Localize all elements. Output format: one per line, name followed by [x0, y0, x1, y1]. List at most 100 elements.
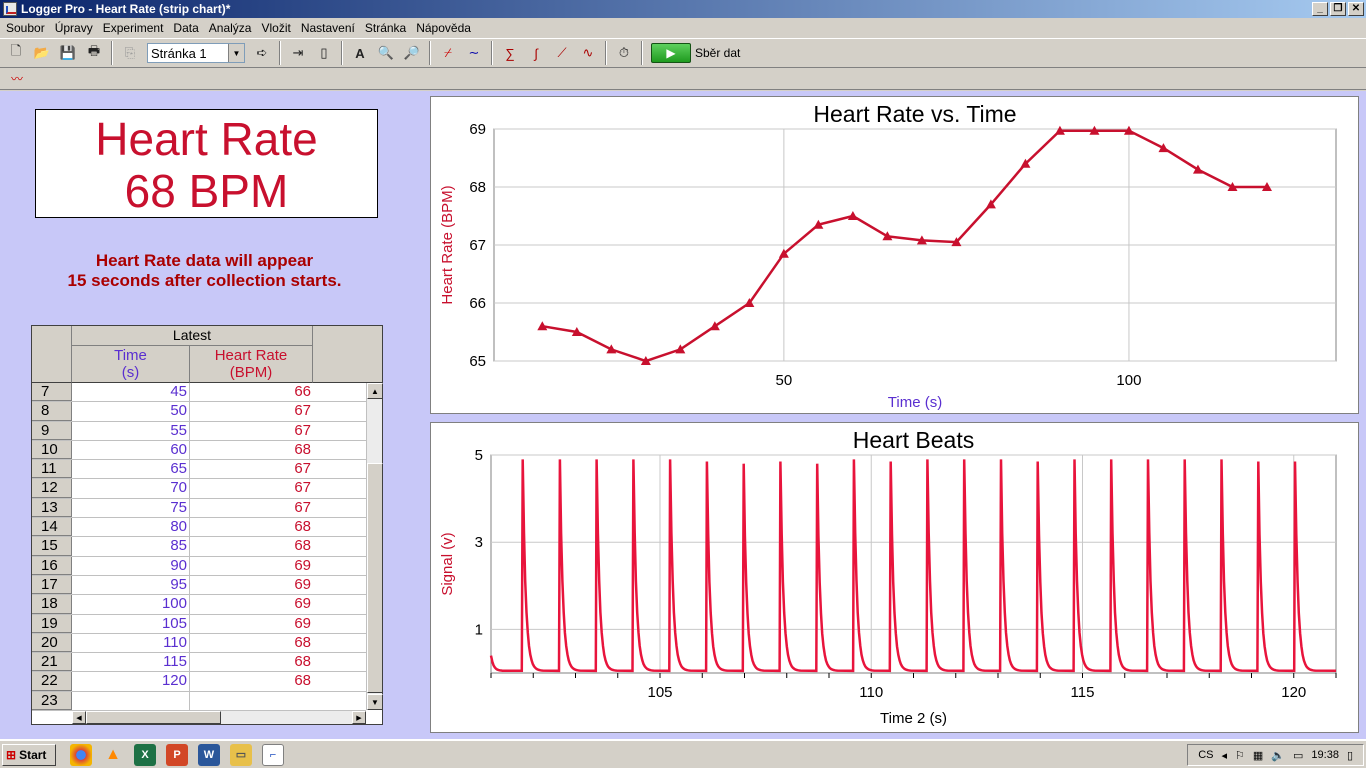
table-row[interactable]: 11 65 67: [32, 460, 366, 480]
cell-time[interactable]: 120: [72, 672, 190, 691]
table-row[interactable]: 8 50 67: [32, 402, 366, 422]
collect-button[interactable]: ▶ Sběr dat: [651, 43, 740, 63]
curve-fit-icon[interactable]: ∿: [582, 45, 594, 60]
menu-data[interactable]: Data: [173, 21, 199, 35]
scroll-left-icon[interactable]: ◀: [72, 711, 86, 724]
start-button[interactable]: ⊞ Start: [2, 743, 56, 766]
heart-rate-graph[interactable]: 50 100 65 66 67 68 69 Heart Rate vs. Time Time (…: [430, 96, 1359, 414]
clock[interactable]: 19:38: [1311, 749, 1339, 761]
cell-heart-rate[interactable]: [190, 692, 313, 710]
explorer-icon[interactable]: ▭: [230, 743, 252, 766]
data-collection-settings-icon[interactable]: ⏱: [618, 45, 630, 60]
cell-heart-rate[interactable]: 68: [294, 518, 311, 536]
cell-time[interactable]: 55: [72, 421, 190, 440]
zoom-out-icon[interactable]: 🔎: [403, 45, 421, 60]
linear-fit-icon[interactable]: ⟋: [557, 45, 567, 60]
table-row[interactable]: 19 105 69: [32, 614, 366, 634]
cell-time[interactable]: 45: [72, 383, 190, 402]
cell-heart-rate[interactable]: 68: [294, 653, 311, 671]
cell-heart-rate[interactable]: 68: [294, 672, 311, 690]
table-row[interactable]: 12 70 67: [32, 479, 366, 499]
cell-time[interactable]: 105: [72, 614, 190, 633]
display-icon[interactable]: ▭: [1293, 749, 1304, 762]
cell-heart-rate[interactable]: 67: [294, 498, 311, 516]
scroll-right-icon[interactable]: ▶: [352, 711, 366, 724]
menu-analyza[interactable]: Analýza: [208, 21, 252, 35]
minimize-icon[interactable]: _: [1312, 2, 1328, 16]
show-desktop-icon[interactable]: ▯: [1346, 749, 1353, 762]
cell-heart-rate[interactable]: 68: [294, 440, 311, 458]
vertical-scroll-thumb[interactable]: [367, 463, 383, 693]
heart-rate-meter[interactable]: Heart Rate 68 BPM: [35, 109, 378, 218]
cell-time[interactable]: 75: [72, 498, 190, 518]
meter-icon[interactable]: ▯: [320, 45, 328, 60]
cell-time[interactable]: 100: [72, 595, 190, 614]
table-group-header[interactable]: Latest: [72, 326, 313, 346]
tangent-icon[interactable]: ∼: [468, 45, 480, 60]
flag-icon[interactable]: ⚐: [1235, 749, 1245, 762]
table-row[interactable]: 16 90 69: [32, 556, 366, 576]
cell-heart-rate[interactable]: 69: [294, 575, 311, 593]
powerpoint-icon[interactable]: P: [166, 743, 188, 766]
menu-nastaveni[interactable]: Nastavení: [300, 21, 355, 35]
logger-pro-task-icon[interactable]: ⌐: [262, 743, 284, 766]
cell-heart-rate[interactable]: 69: [294, 556, 311, 574]
cell-time[interactable]: 110: [72, 633, 190, 653]
cell-time[interactable]: 95: [72, 575, 190, 595]
data-table[interactable]: Latest Time (s) Heart Rate (BPM) 7 45 66 8 5…: [31, 325, 383, 725]
menu-stranka[interactable]: Stránka: [364, 21, 407, 35]
horizontal-scroll-thumb[interactable]: [86, 711, 221, 724]
table-row[interactable]: 14 80 68: [32, 518, 366, 538]
new-file-icon[interactable]: 🗋: [10, 43, 22, 58]
vertical-scrollbar[interactable]: ▲ ▼: [366, 383, 383, 710]
cell-time[interactable]: 65: [72, 460, 190, 479]
table-row[interactable]: 7 45 66: [32, 383, 366, 403]
language-indicator[interactable]: CS: [1198, 749, 1214, 761]
cell-time[interactable]: 115: [72, 653, 190, 672]
menu-napoveda[interactable]: Nápověda: [416, 21, 471, 35]
table-row[interactable]: 15 85 68: [32, 537, 366, 557]
network-icon[interactable]: ▦: [1252, 749, 1264, 762]
cell-time[interactable]: 80: [72, 518, 190, 537]
heart-beats-graph[interactable]: 105 110 115 120 1 3 5 Heart Beats Time 2 (s) Sign…: [430, 422, 1359, 733]
column-header-heart-rate[interactable]: Heart Rate (BPM): [190, 346, 313, 383]
menu-experiment[interactable]: Experiment: [102, 21, 164, 35]
excel-icon[interactable]: X: [134, 743, 156, 766]
table-row[interactable]: 10 60 68: [32, 440, 366, 461]
restore-icon[interactable]: ❐: [1330, 2, 1346, 16]
autoscale-icon[interactable]: A: [355, 45, 365, 61]
cell-heart-rate[interactable]: 67: [294, 460, 311, 478]
menu-vlozit[interactable]: Vložit: [261, 21, 291, 35]
cell-time[interactable]: [72, 691, 190, 711]
cell-time[interactable]: 90: [72, 556, 190, 575]
save-icon[interactable]: 💾: [59, 45, 77, 60]
zoom-in-icon[interactable]: 🔍: [377, 45, 395, 60]
table-icon[interactable]: ⇥: [292, 45, 304, 60]
word-icon[interactable]: W: [198, 743, 220, 766]
table-row[interactable]: 17 95 69: [32, 575, 366, 596]
page-back-icon[interactable]: ⎘: [124, 45, 136, 60]
horizontal-scrollbar[interactable]: ◀ ▶: [72, 710, 366, 724]
page-select[interactable]: Stránka 1 ▼: [147, 43, 245, 63]
menu-soubor[interactable]: Soubor: [6, 21, 45, 35]
chevron-down-icon[interactable]: ▼: [228, 44, 244, 62]
table-row[interactable]: 9 55 67: [32, 421, 366, 441]
table-row[interactable]: 23: [32, 691, 366, 712]
print-icon[interactable]: 🖶: [87, 43, 101, 58]
cell-heart-rate[interactable]: 66: [294, 383, 311, 400]
table-row[interactable]: 18 100 69: [32, 595, 366, 615]
examine-icon[interactable]: ⌿: [444, 45, 452, 60]
table-row[interactable]: 13 75 67: [32, 498, 366, 519]
speaker-icon[interactable]: 🔈: [1271, 749, 1285, 762]
cell-time[interactable]: 60: [72, 440, 190, 460]
cell-time[interactable]: 85: [72, 537, 190, 556]
cell-heart-rate[interactable]: 68: [294, 633, 311, 651]
heart-rate-chart[interactable]: 50 100 65 66 67 68 69 Heart Rate vs. Time Time (…: [431, 97, 1358, 413]
cell-heart-rate[interactable]: 69: [294, 595, 311, 613]
cell-heart-rate[interactable]: 68: [294, 537, 311, 555]
menu-upravy[interactable]: Úpravy: [54, 21, 93, 35]
table-row[interactable]: 20 110 68: [32, 633, 366, 654]
table-row[interactable]: 21 115 68: [32, 653, 366, 673]
statistics-icon[interactable]: ∑: [505, 45, 515, 61]
heart-beats-chart[interactable]: 105 110 115 120 1 3 5 Heart Beats Time 2 (s) Sign…: [431, 423, 1358, 732]
